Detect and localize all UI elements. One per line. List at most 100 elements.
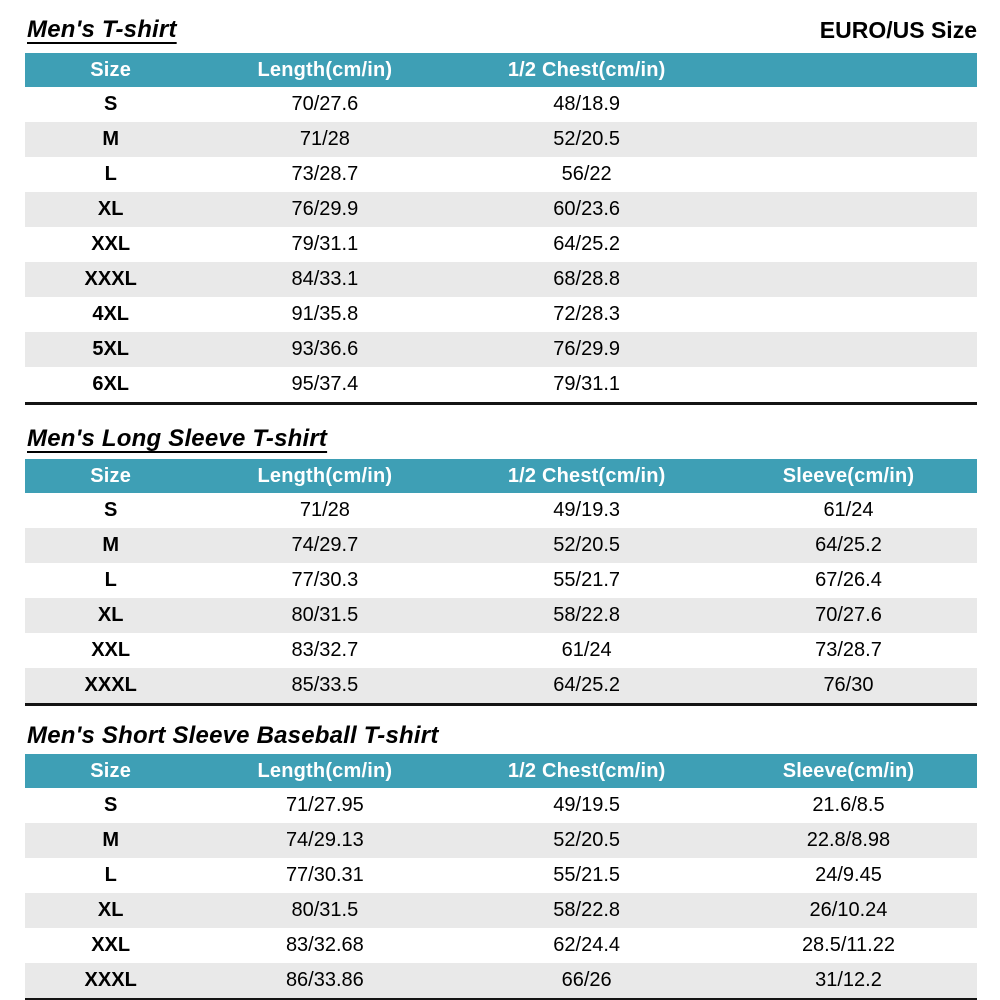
measurement-cell: 95/37.4	[291, 373, 359, 395]
measurement-cell	[720, 192, 977, 227]
table-row: XXXL 86/33.86 66/26 31/12.2	[25, 963, 977, 1000]
size-cell: XXL	[91, 639, 131, 661]
measurement-cell: 60/23.6	[553, 198, 621, 220]
measurement-cell: 71/28	[299, 128, 350, 150]
size-cell: XL	[97, 198, 124, 220]
size-cell: 5XL	[92, 338, 130, 360]
page-header-row: Men's T-shirt EURO/US Size	[27, 16, 977, 44]
size-cell: XXXL	[84, 674, 137, 696]
section-title-mens-long-sleeve-tshirt: Men's Long Sleeve T-shirt	[27, 425, 328, 452]
measurement-cell	[720, 332, 977, 367]
table-row: XXL 83/32.7 61/24 73/28.7	[25, 633, 977, 668]
measurement-cell: 72/28.3	[553, 303, 621, 325]
measurement-cell: 26/10.24	[809, 899, 888, 921]
measurement-cell: 58/22.8	[553, 604, 621, 626]
measurement-cell: 67/26.4	[815, 569, 882, 591]
section-title-mens-tshirt: Men's T-shirt	[27, 16, 177, 43]
size-table-mens-tshirt: Size Length(cm/in) 1/2 Chest(cm/in) S 70/27.…	[25, 53, 977, 405]
measurement-cell	[720, 122, 977, 157]
measurement-cell: 74/29.13	[285, 829, 364, 851]
size-cell: 6XL	[92, 373, 130, 395]
measurement-cell	[720, 262, 977, 297]
measurement-cell: 52/20.5	[553, 534, 621, 556]
measurement-cell: 61/24	[561, 639, 612, 661]
measurement-cell: 55/21.7	[553, 569, 621, 591]
table-row: L 73/28.7 56/22	[25, 157, 977, 192]
table-row: L 77/30.31 55/21.5 24/9.45	[25, 858, 977, 893]
table-row: S 71/27.95 49/19.5 21.6/8.5	[25, 788, 977, 823]
measurement-cell: 80/31.5	[291, 899, 359, 921]
column-header: Sleeve(cm/in)	[719, 459, 977, 493]
measurement-cell: 73/28.7	[291, 163, 359, 185]
measurement-cell: 77/30.31	[285, 864, 364, 886]
column-header: Length(cm/in)	[196, 754, 454, 788]
measurement-cell: 66/26	[561, 969, 612, 991]
measurement-cell: 28.5/11.22	[801, 934, 895, 956]
measurement-cell: 70/27.6	[291, 93, 359, 115]
size-cell: M	[102, 534, 120, 556]
measurement-cell: 64/25.2	[553, 674, 621, 696]
measurement-cell: 76/30	[823, 674, 874, 696]
measurement-cell: 52/20.5	[553, 128, 621, 150]
measurement-cell: 79/31.1	[291, 233, 359, 255]
size-table-mens-long-sleeve-tshirt: Size Length(cm/in) 1/2 Chest(cm/in) Sleeve(…	[25, 459, 977, 706]
measurement-cell	[720, 297, 977, 332]
size-cell: M	[102, 128, 120, 150]
section-title-mens-short-sleeve-baseball-tshirt: Men's Short Sleeve Baseball T-shirt	[27, 722, 439, 749]
measurement-cell: 58/22.8	[553, 899, 621, 921]
measurement-cell: 55/21.5	[553, 864, 621, 886]
size-cell: XXL	[91, 233, 131, 255]
size-cell: XL	[97, 899, 124, 921]
measurement-cell: 71/28	[299, 499, 350, 521]
measurement-cell: 79/31.1	[553, 373, 621, 395]
table-row: XL 76/29.9 60/23.6	[25, 192, 977, 227]
size-cell: XXL	[91, 934, 131, 956]
column-header: Size	[25, 754, 197, 788]
size-cell: L	[104, 864, 117, 886]
measurement-cell: 48/18.9	[553, 93, 621, 115]
table-row: M 74/29.7 52/20.5 64/25.2	[25, 528, 977, 563]
column-header: 1/2 Chest(cm/in)	[453, 53, 720, 87]
size-table: Size Length(cm/in) 1/2 Chest(cm/in) S 70/27.…	[25, 53, 977, 405]
column-header: 1/2 Chest(cm/in)	[453, 754, 720, 788]
table-row: S 71/28 49/19.3 61/24	[25, 493, 977, 528]
measurement-cell: 62/24.4	[553, 934, 621, 956]
measurement-cell: 49/19.3	[553, 499, 621, 521]
size-cell: S	[104, 93, 118, 115]
size-cell: M	[102, 829, 120, 851]
column-header: Length(cm/in)	[196, 53, 454, 87]
table-row: S 70/27.6 48/18.9	[25, 87, 977, 122]
measurement-cell: 91/35.8	[291, 303, 359, 325]
measurement-cell: 56/22	[561, 163, 612, 185]
measurement-cell: 83/32.7	[291, 639, 359, 661]
size-table: Size Length(cm/in) 1/2 Chest(cm/in) Sleeve(…	[25, 459, 977, 706]
measurement-cell: 76/29.9	[291, 198, 359, 220]
measurement-cell: 85/33.5	[291, 674, 359, 696]
measurement-cell: 64/25.2	[815, 534, 882, 556]
measurement-cell: 71/27.95	[285, 794, 364, 816]
column-header: 1/2 Chest(cm/in)	[453, 459, 720, 493]
measurement-cell: 76/29.9	[553, 338, 621, 360]
size-cell: XL	[97, 604, 124, 626]
column-header: Size	[25, 53, 197, 87]
size-cell: XXXL	[84, 268, 137, 290]
measurement-cell: 52/20.5	[553, 829, 621, 851]
header-row: Size Length(cm/in) 1/2 Chest(cm/in)	[25, 53, 977, 87]
euro-us-size-label: EURO/US Size	[819, 17, 977, 43]
table-row: 4XL 91/35.8 72/28.3	[25, 297, 977, 332]
measurement-cell: 64/25.2	[553, 233, 621, 255]
size-cell: S	[104, 499, 118, 521]
measurement-cell	[720, 367, 977, 404]
column-header: Length(cm/in)	[196, 459, 454, 493]
header-row: Size Length(cm/in) 1/2 Chest(cm/in) Sleeve(…	[25, 754, 977, 788]
measurement-cell: 22.8/8.98	[806, 829, 891, 851]
measurement-cell: 31/12.2	[815, 969, 882, 991]
table-row: XL 80/31.5 58/22.8 70/27.6	[25, 598, 977, 633]
table-row: XXL 79/31.1 64/25.2	[25, 227, 977, 262]
measurement-cell: 74/29.7	[291, 534, 359, 556]
table-row: M 74/29.13 52/20.5 22.8/8.98	[25, 823, 977, 858]
measurement-cell: 73/28.7	[815, 639, 882, 661]
table-row: XL 80/31.5 58/22.8 26/10.24	[25, 893, 977, 928]
size-table-mens-short-sleeve-baseball-tshirt: Size Length(cm/in) 1/2 Chest(cm/in) Sleeve(…	[25, 754, 977, 1000]
measurement-cell: 24/9.45	[815, 864, 882, 886]
